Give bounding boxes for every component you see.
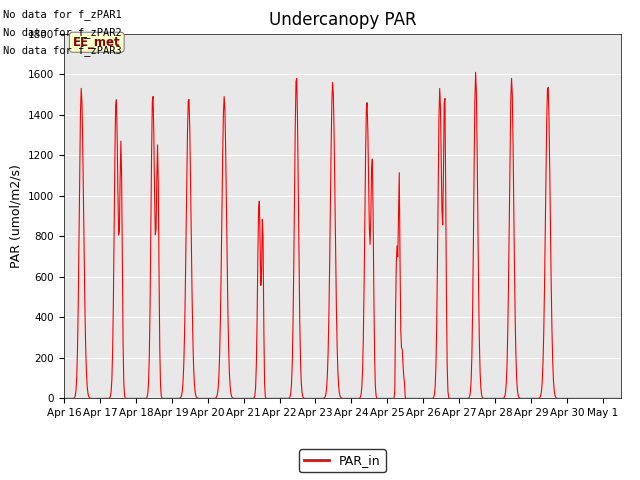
Y-axis label: PAR (umol/m2/s): PAR (umol/m2/s) [10, 164, 22, 268]
Text: No data for f_zPAR1: No data for f_zPAR1 [3, 9, 122, 20]
Text: EE_met: EE_met [73, 36, 120, 49]
Text: No data for f_zPAR3: No data for f_zPAR3 [3, 45, 122, 56]
Title: Undercanopy PAR: Undercanopy PAR [269, 11, 416, 29]
Text: No data for f_zPAR2: No data for f_zPAR2 [3, 27, 122, 38]
Legend: PAR_in: PAR_in [299, 449, 386, 472]
